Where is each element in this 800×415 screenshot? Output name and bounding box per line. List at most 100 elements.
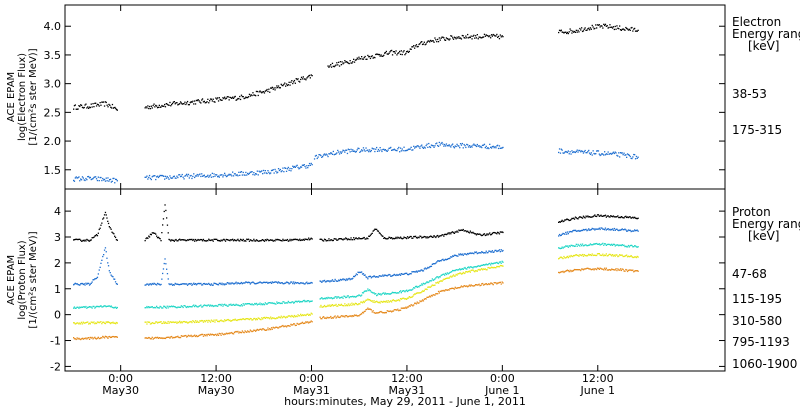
proton-point-1060-1900 bbox=[251, 330, 253, 333]
proton-point-115-195 bbox=[453, 254, 456, 256]
proton-point-310-580 bbox=[350, 296, 352, 298]
proton-point-310-580 bbox=[621, 244, 623, 246]
proton-point-310-580 bbox=[582, 245, 585, 247]
proton-point-1060-1900 bbox=[428, 296, 430, 298]
proton-point-795-1193 bbox=[634, 256, 636, 258]
electron-point-38-53 bbox=[443, 37, 445, 39]
proton-point-795-1193 bbox=[487, 267, 489, 269]
proton-point-310-580 bbox=[459, 268, 461, 270]
electron-point-38-53 bbox=[332, 65, 334, 67]
electron-point-38-53 bbox=[171, 103, 173, 106]
electron-point-38-53 bbox=[467, 37, 470, 39]
proton-point-310-580 bbox=[481, 264, 483, 266]
proton-point-47-68 bbox=[394, 237, 396, 240]
proton-point-310-580 bbox=[355, 296, 357, 298]
electron-point-175-315 bbox=[273, 172, 275, 174]
electron-point-175-315 bbox=[423, 146, 425, 148]
proton-point-47-68 bbox=[587, 215, 589, 217]
electron-point-38-53 bbox=[170, 105, 172, 107]
proton-point-47-68 bbox=[402, 237, 404, 240]
electron-point-38-53 bbox=[78, 105, 80, 107]
proton-point-47-68 bbox=[373, 229, 375, 231]
proton-point-310-580 bbox=[333, 297, 335, 299]
proton-point-310-580 bbox=[376, 294, 378, 297]
proton-point-47-68 bbox=[193, 238, 195, 241]
proton-point-795-1193 bbox=[81, 323, 84, 325]
proton-point-115-195 bbox=[271, 281, 273, 283]
proton-point-795-1193 bbox=[346, 304, 348, 306]
proton-point-310-580 bbox=[365, 290, 367, 292]
proton-point-1060-1900 bbox=[627, 269, 630, 272]
proton-point-1060-1900 bbox=[458, 287, 460, 289]
proton-point-310-580 bbox=[488, 263, 490, 265]
electron-point-38-53 bbox=[584, 27, 586, 29]
proton-point-47-68 bbox=[422, 236, 425, 238]
proton-point-1060-1900 bbox=[293, 323, 296, 325]
proton-point-1060-1900 bbox=[263, 329, 266, 331]
proton-point-1060-1900 bbox=[361, 311, 364, 314]
proton-point-1060-1900 bbox=[449, 288, 451, 290]
electron-point-175-315 bbox=[232, 175, 235, 177]
electron-point-175-315 bbox=[202, 175, 205, 177]
electron-point-175-315 bbox=[354, 151, 357, 153]
proton-point-795-1193 bbox=[333, 304, 335, 306]
proton-point-310-580 bbox=[323, 297, 326, 299]
electron-point-175-315 bbox=[577, 151, 579, 153]
proton-point-115-195 bbox=[449, 257, 451, 259]
proton-point-115-195 bbox=[181, 283, 183, 285]
proton-point-47-68 bbox=[191, 238, 193, 241]
proton-point-795-1193 bbox=[80, 321, 83, 323]
proton-point-115-195 bbox=[628, 229, 630, 232]
proton-point-47-68 bbox=[353, 237, 355, 239]
proton-point-795-1193 bbox=[608, 253, 610, 256]
proton-point-310-580 bbox=[234, 304, 236, 306]
proton-point-310-580 bbox=[303, 299, 305, 302]
proton-point-115-195 bbox=[104, 247, 107, 249]
proton-point-115-195 bbox=[174, 282, 176, 285]
proton-point-47-68 bbox=[636, 218, 638, 220]
proton-point-47-68 bbox=[180, 239, 182, 241]
proton-point-1060-1900 bbox=[274, 327, 276, 329]
electron-point-175-315 bbox=[457, 145, 459, 147]
proton-point-310-580 bbox=[283, 301, 285, 303]
proton-point-1060-1900 bbox=[171, 337, 174, 339]
proton-point-47-68 bbox=[228, 239, 230, 241]
proton-point-47-68 bbox=[241, 239, 243, 242]
electron-point-175-315 bbox=[443, 145, 445, 147]
electron-point-38-53 bbox=[384, 52, 387, 54]
electron-point-175-315 bbox=[313, 158, 316, 160]
proton-point-310-580 bbox=[408, 289, 410, 291]
proton-point-1060-1900 bbox=[301, 321, 304, 323]
proton-point-795-1193 bbox=[386, 301, 388, 303]
proton-point-795-1193 bbox=[369, 299, 372, 302]
electron-point-175-315 bbox=[458, 145, 460, 147]
proton-point-795-1193 bbox=[467, 270, 470, 273]
proton-point-310-580 bbox=[463, 267, 465, 269]
proton-point-795-1193 bbox=[162, 322, 164, 324]
proton-point-1060-1900 bbox=[406, 306, 409, 308]
proton-point-1060-1900 bbox=[212, 334, 214, 336]
proton-point-795-1193 bbox=[629, 255, 631, 258]
proton-point-115-195 bbox=[429, 266, 431, 268]
proton-point-310-580 bbox=[149, 306, 152, 308]
proton-point-1060-1900 bbox=[222, 333, 224, 335]
proton-point-47-68 bbox=[232, 238, 234, 240]
proton-point-310-580 bbox=[588, 244, 590, 246]
proton-point-115-195 bbox=[172, 284, 175, 286]
electron-point-175-315 bbox=[598, 153, 600, 155]
proton-point-310-580 bbox=[164, 306, 167, 308]
proton-point-310-580 bbox=[230, 303, 232, 305]
proton-legend-title-3: [keV] bbox=[748, 229, 779, 243]
electron-point-175-315 bbox=[146, 175, 148, 177]
proton-point-795-1193 bbox=[464, 272, 466, 274]
electron-point-175-315 bbox=[187, 173, 190, 176]
proton-point-115-195 bbox=[184, 283, 186, 285]
proton-point-795-1193 bbox=[197, 321, 199, 323]
proton-point-115-195 bbox=[602, 228, 604, 230]
proton-point-795-1193 bbox=[89, 323, 91, 325]
proton-point-115-195 bbox=[612, 229, 615, 231]
electron-point-175-315 bbox=[87, 176, 89, 178]
proton-point-115-195 bbox=[336, 280, 338, 282]
proton-point-1060-1900 bbox=[482, 282, 484, 285]
proton-point-47-68 bbox=[475, 233, 477, 235]
